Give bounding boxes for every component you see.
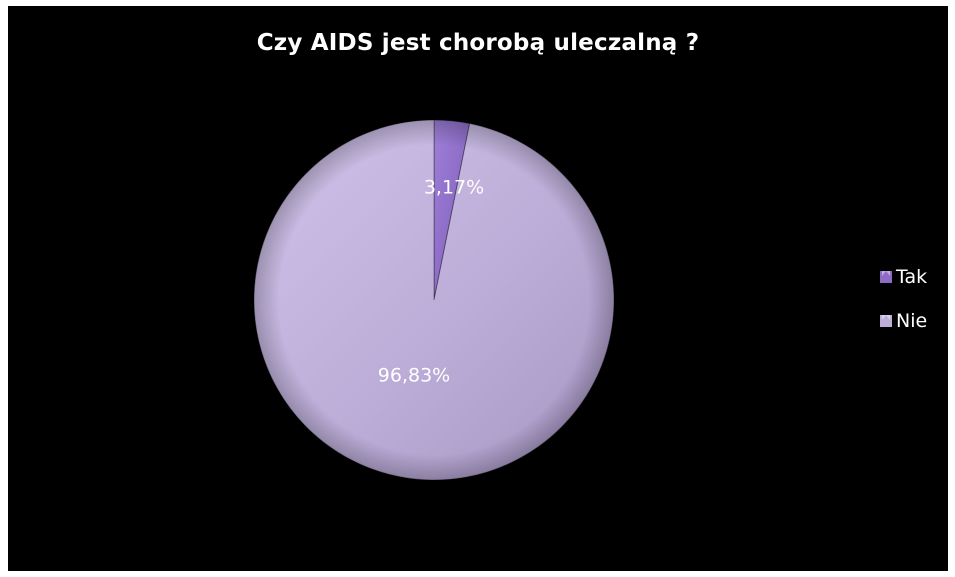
legend-swatch-nie [880, 315, 892, 327]
data-label-nie: 96,83% [378, 365, 450, 387]
chart-area: Czy AIDS jest chorobą uleczalną ? 3,17% 9… [8, 6, 948, 571]
legend-item-nie: Nie [880, 308, 927, 334]
data-label-tak: 3,17% [424, 177, 484, 199]
legend-label-nie: Nie [896, 310, 928, 332]
legend: Tak Nie [880, 264, 927, 352]
legend-item-tak: Tak [880, 264, 927, 290]
legend-label-tak: Tak [896, 266, 928, 288]
pie-slice-nie [253, 119, 615, 481]
pie-chart: 3,17% 96,83% [253, 119, 615, 481]
pie-slices [253, 119, 615, 481]
pie-data-labels: 3,17% 96,83% [378, 177, 484, 387]
chart-title: Czy AIDS jest chorobą uleczalną ? [256, 30, 700, 56]
legend-swatch-tak [880, 271, 892, 283]
